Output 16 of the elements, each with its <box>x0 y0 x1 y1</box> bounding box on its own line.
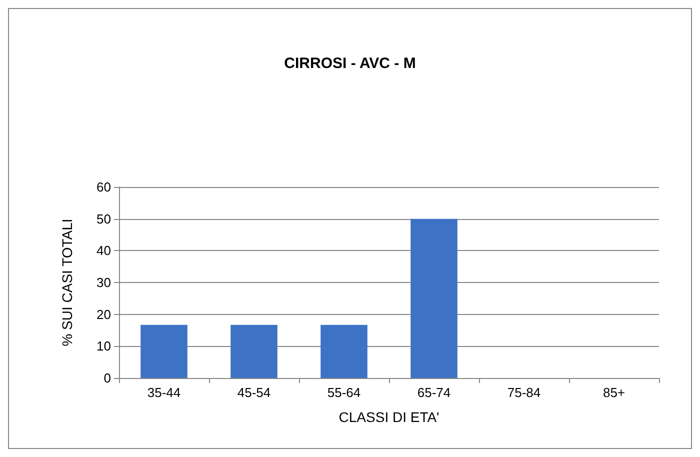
x-tick-label: 35-44 <box>147 385 181 400</box>
y-tick-label: 30 <box>96 275 111 290</box>
y-tick-label: 0 <box>104 370 111 386</box>
y-tick-label: 10 <box>96 338 111 354</box>
x-tick-label: 55-64 <box>327 385 361 400</box>
x-tick-label: 85+ <box>602 385 626 400</box>
x-axis-title: CLASSI DI ETA' <box>338 409 440 425</box>
y-tick-label: 40 <box>96 243 111 258</box>
y-tick-label: 60 <box>96 180 111 194</box>
x-tick-label: 45-54 <box>237 385 271 400</box>
y-tick-label: 20 <box>96 306 111 322</box>
y-tick-label: 50 <box>96 211 111 226</box>
x-tick-label: 75-84 <box>507 385 541 400</box>
y-axis-title: % SUI CASI TOTALI <box>59 218 75 346</box>
chart-title: CIRROSI - AVC - M <box>284 55 416 72</box>
x-tick-label: 65-74 <box>417 385 451 400</box>
